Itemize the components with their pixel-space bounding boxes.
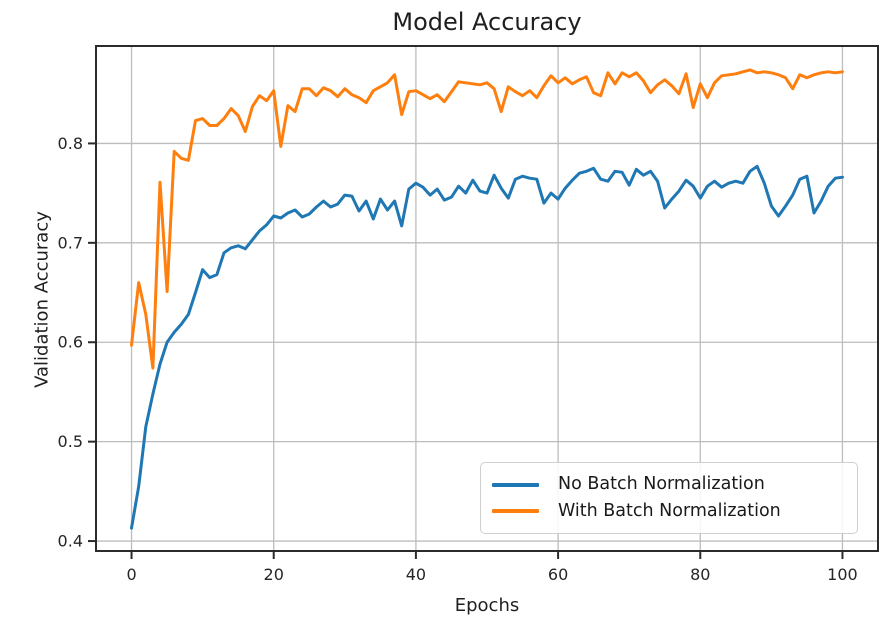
x-tick-label: 60 — [548, 565, 568, 584]
legend-label: No Batch Normalization — [558, 474, 765, 495]
legend-swatch — [492, 482, 539, 487]
x-tick-label: 20 — [264, 565, 284, 584]
series-line-with-batch-normalization — [130, 68, 844, 370]
legend: No Batch Normalization With Batch Normali… — [480, 462, 858, 534]
x-axis-label: Epochs — [454, 595, 520, 616]
y-tick-label: 0.6 — [58, 333, 83, 352]
x-tick-label: 100 — [827, 565, 858, 584]
legend-item: With Batch Normalization — [492, 500, 857, 521]
x-tick-label: 80 — [690, 565, 710, 584]
y-tick-label: 0.5 — [58, 432, 83, 451]
series-line-no-batch-normalization — [130, 164, 844, 530]
x-tick-label: 0 — [126, 565, 136, 584]
x-tick-label: 40 — [406, 565, 426, 584]
y-tick-label: 0.8 — [58, 134, 83, 153]
axes-frame — [95, 45, 879, 552]
chart-title: Model Accuracy — [392, 8, 582, 36]
legend-swatch — [492, 509, 539, 514]
y-tick-label: 0.7 — [58, 233, 83, 252]
legend-label: With Batch Normalization — [558, 500, 781, 521]
legend-item: No Batch Normalization — [492, 474, 857, 495]
y-axis-label: Validation Accuracy — [31, 211, 53, 388]
y-tick-label: 0.4 — [58, 532, 83, 551]
